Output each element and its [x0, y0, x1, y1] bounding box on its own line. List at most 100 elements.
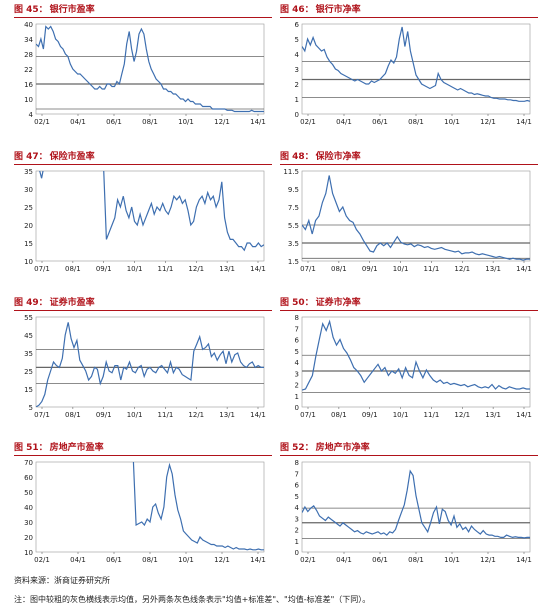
x-tick-label: 13/1 — [485, 265, 501, 273]
figure-title: 保险市盈率 — [49, 152, 95, 162]
chart-title: 图 52： 房地产市净率 — [280, 442, 538, 456]
chart-panel-48: 图 48： 保险市净率 1.5 3.5 5.5 7.5 9.5 11.5 07/1 08/1 09… — [280, 151, 538, 291]
y-tick-label: 9.5 — [288, 186, 299, 194]
x-tick-label: 02/1 — [34, 556, 50, 564]
y-tick-label: 16 — [24, 81, 33, 89]
x-tick-label: 11/1 — [424, 411, 440, 419]
x-tick-label: 10/1 — [393, 411, 409, 419]
x-tick-label: 11/1 — [158, 411, 174, 419]
y-tick-label: 0 — [295, 549, 299, 557]
title-rule — [280, 164, 538, 165]
figure-number: 图 46： — [280, 5, 314, 15]
x-tick-label: 12/1 — [214, 556, 230, 564]
chart-panel-45: 图 45： 银行市盈率 4 10 16 22 28 34 40 02/1 04/1 06/1 08/1… — [14, 4, 272, 144]
y-tick-label: 1 — [295, 96, 299, 104]
y-tick-label: 3 — [295, 66, 299, 74]
x-tick-label: 07/1 — [300, 411, 316, 419]
y-tick-label: 3.5 — [288, 240, 299, 248]
chart-plot: 5 15 25 35 45 55 07/1 08/1 09/1 10/1 11/1 12/1 13/1 1… — [24, 314, 266, 419]
plot-frame — [35, 23, 265, 115]
x-tick-label: 08/1 — [408, 556, 424, 564]
x-tick-label: 02/1 — [300, 118, 316, 126]
y-tick-label: 40 — [24, 21, 33, 29]
series-line — [302, 469, 530, 539]
x-tick-label: 08/1 — [331, 411, 347, 419]
x-tick-label: 06/1 — [372, 118, 388, 126]
plot-frame — [35, 316, 265, 408]
figure-number: 图 49： — [14, 298, 48, 308]
figure-number: 图 52： — [280, 443, 314, 453]
footnote: 注：图中较粗的灰色横线表示均值，另外两条灰色线条表示"均值+标准差"、"均值-标… — [14, 595, 371, 604]
x-tick-label: 13/1 — [219, 265, 235, 273]
x-tick-label: 12/1 — [480, 556, 496, 564]
y-tick-label: 2 — [295, 382, 299, 390]
chart-plot: 4 10 16 22 28 34 40 02/1 04/1 06/1 08/1 10/1 12/1 14/… — [24, 21, 266, 126]
title-rule — [14, 455, 272, 456]
x-tick-label: 08/1 — [408, 118, 424, 126]
chart-plot: 0 1 2 3 4 5 6 7 8 07/1 08/1 09/1 10/1 11/1 12/1 13/1 14/… — [295, 314, 532, 419]
x-tick-label: 08/1 — [65, 265, 81, 273]
series-line — [302, 26, 530, 102]
y-tick-label: 1 — [295, 393, 299, 401]
x-tick-label: 06/1 — [106, 118, 122, 126]
y-tick-label: 2 — [295, 527, 299, 535]
x-tick-label: 14/1 — [516, 411, 532, 419]
x-tick-label: 12/1 — [480, 118, 496, 126]
x-tick-label: 10/1 — [393, 265, 409, 273]
series-line — [39, 171, 264, 252]
y-tick-label: 7 — [295, 325, 299, 333]
chart-panel-51: 图 51： 房地产市盈率 10 20 30 40 50 60 70 02/1 04/1 06/1 08… — [14, 442, 272, 582]
y-tick-label: 5.5 — [288, 222, 299, 230]
y-tick-label: 45 — [24, 332, 33, 340]
y-tick-label: 5 — [295, 493, 299, 501]
x-tick-label: 10/1 — [178, 118, 194, 126]
y-tick-label: 55 — [24, 314, 33, 322]
y-tick-label: 8 — [295, 459, 299, 467]
chart-panel-47: 图 47： 保险市盈率 10 15 20 25 30 35 07/1 08/1 09/1 10/1 1… — [14, 151, 272, 291]
y-tick-label: 1 — [295, 538, 299, 546]
y-tick-label: 60 — [24, 474, 33, 482]
chart-panel-49: 图 49： 证券市盈率 5 15 25 35 45 55 07/1 08/1 09/1 10/1 11… — [14, 297, 272, 437]
x-tick-label: 12/1 — [188, 265, 204, 273]
x-tick-label: 14/1 — [250, 411, 266, 419]
y-tick-label: 1.5 — [288, 258, 299, 266]
y-tick-label: 0 — [295, 404, 299, 412]
x-tick-label: 14/1 — [516, 118, 532, 126]
y-tick-label: 3 — [295, 370, 299, 378]
x-tick-label: 06/1 — [372, 556, 388, 564]
x-tick-label: 13/1 — [485, 411, 501, 419]
series-line — [36, 322, 264, 407]
x-tick-label: 04/1 — [336, 118, 352, 126]
figure-title: 证券市盈率 — [49, 298, 95, 308]
title-rule — [14, 310, 272, 311]
chart-title: 图 48： 保险市净率 — [280, 151, 538, 165]
figure-number: 图 48： — [280, 152, 314, 162]
x-tick-label: 08/1 — [142, 556, 158, 564]
x-tick-label: 04/1 — [336, 556, 352, 564]
y-tick-label: 30 — [24, 186, 33, 194]
title-rule — [14, 17, 272, 18]
y-tick-label: 10 — [24, 549, 33, 557]
x-tick-label: 13/1 — [219, 411, 235, 419]
y-tick-label: 4 — [295, 359, 300, 367]
figure-title: 银行市盈率 — [49, 5, 95, 15]
chart-plot: 10 20 30 40 50 60 70 02/1 04/1 06/1 08/1 10/1 12/1 14… — [24, 459, 266, 564]
x-tick-label: 12/1 — [454, 265, 470, 273]
x-tick-label: 09/1 — [96, 265, 112, 273]
chart-title: 图 49： 证券市盈率 — [14, 297, 272, 311]
x-tick-label: 14/1 — [250, 556, 266, 564]
x-tick-label: 10/1 — [444, 556, 460, 564]
title-rule — [14, 164, 272, 165]
y-tick-label: 15 — [24, 386, 33, 394]
title-rule — [280, 17, 538, 18]
chart-title: 图 50： 证券市净率 — [280, 297, 538, 311]
y-tick-label: 25 — [24, 204, 33, 212]
x-tick-label: 07/1 — [34, 411, 50, 419]
x-tick-label: 04/1 — [70, 118, 86, 126]
x-tick-label: 09/1 — [362, 265, 378, 273]
y-tick-label: 5 — [29, 404, 33, 412]
y-tick-label: 5 — [295, 36, 299, 44]
series-line — [36, 25, 264, 113]
chart-panel-52: 图 52： 房地产市净率 0 1 2 3 4 5 6 7 8 02/1 04/1 06/1 08/1 10/… — [280, 442, 538, 582]
y-tick-label: 35 — [24, 168, 33, 176]
